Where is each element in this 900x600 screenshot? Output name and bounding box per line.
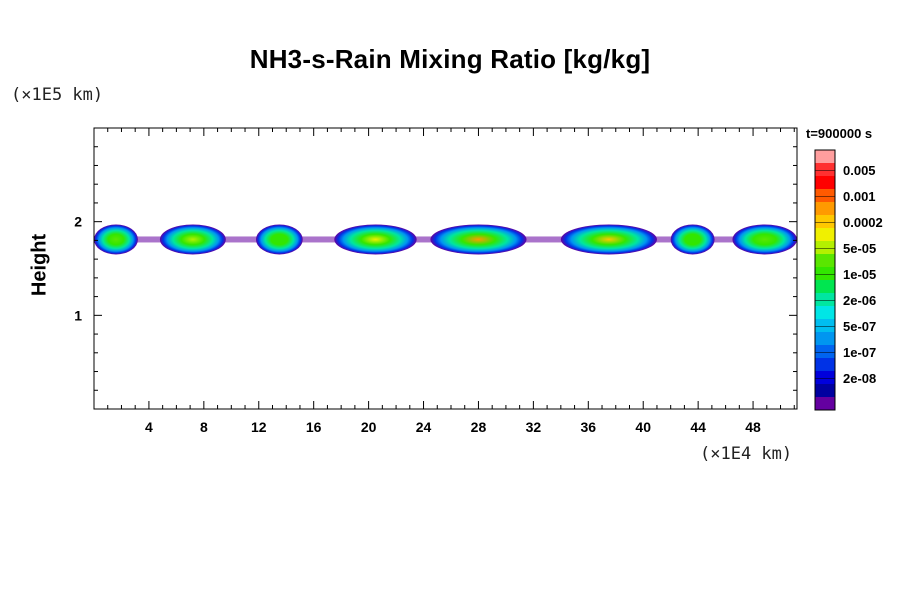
colorbar-swatch bbox=[815, 280, 835, 294]
x-tick-label: 32 bbox=[526, 419, 542, 435]
colorbar-swatch bbox=[815, 254, 835, 268]
colorbar-swatch bbox=[815, 371, 835, 385]
colorbar-swatch bbox=[815, 306, 835, 320]
y-tick-label: 2 bbox=[74, 214, 82, 230]
colorbar-swatch bbox=[815, 215, 835, 229]
cloud-cell bbox=[94, 224, 138, 255]
colorbar-label: 0.001 bbox=[843, 188, 876, 204]
colorbar-label: 5e-07 bbox=[843, 318, 877, 334]
x-tick-label: 48 bbox=[745, 419, 761, 435]
x-tick-label: 8 bbox=[200, 419, 208, 435]
colorbar-swatch bbox=[815, 293, 835, 307]
x-tick-label: 20 bbox=[361, 419, 377, 435]
x-tick-label: 28 bbox=[471, 419, 487, 435]
colorbar-swatch bbox=[815, 332, 835, 346]
colorbar-swatch bbox=[815, 384, 835, 398]
cloud-cell bbox=[159, 224, 226, 255]
colorbar-swatch bbox=[815, 150, 835, 164]
y-tick-label: 1 bbox=[74, 307, 82, 323]
cloud-cell bbox=[732, 224, 797, 255]
x-tick-label: 24 bbox=[416, 419, 432, 435]
x-tick-label: 12 bbox=[251, 419, 267, 435]
colorbar-label: 0.005 bbox=[843, 162, 876, 178]
colorbar-label: 1e-05 bbox=[843, 266, 877, 282]
colorbar-label: 0.0002 bbox=[843, 214, 883, 230]
colorbar-swatch bbox=[815, 202, 835, 216]
x-tick-label: 40 bbox=[635, 419, 651, 435]
y-axis-unit: (×1E5 km) bbox=[11, 85, 104, 105]
x-tick-label: 4 bbox=[145, 419, 153, 435]
colorbar-label: 2e-06 bbox=[843, 292, 877, 308]
colorbar-swatch bbox=[815, 345, 835, 359]
colorbar-swatch bbox=[815, 228, 835, 242]
colorbar-label: 2e-08 bbox=[843, 370, 877, 386]
colorbar-swatch bbox=[815, 358, 835, 372]
cloud-cell bbox=[560, 224, 657, 255]
x-tick-label: 16 bbox=[306, 419, 322, 435]
colorbar-swatch bbox=[815, 176, 835, 190]
cloud-cell bbox=[256, 224, 303, 255]
colorbar-swatch bbox=[815, 163, 835, 177]
cloud-cell bbox=[430, 224, 527, 255]
colorbar-swatch bbox=[815, 189, 835, 203]
colorbar-frame bbox=[814, 149, 836, 411]
colorbar-swatch bbox=[815, 319, 835, 333]
x-axis-unit: (×1E4 km) bbox=[700, 444, 793, 464]
colorbar-label: 1e-07 bbox=[843, 344, 877, 360]
cloud-cell bbox=[334, 224, 417, 255]
colorbar-swatch bbox=[815, 397, 835, 411]
colorbar-swatch bbox=[815, 267, 835, 281]
x-tick-label: 36 bbox=[581, 419, 597, 435]
chart-title: NH3-s-Rain Mixing Ratio [kg/kg] bbox=[249, 44, 651, 74]
time-label: t=900000 s bbox=[806, 126, 873, 141]
colorbar-label: 5e-05 bbox=[843, 240, 877, 256]
cloud-cell bbox=[670, 224, 715, 255]
colorbar-swatch bbox=[815, 241, 835, 255]
x-tick-label: 44 bbox=[690, 419, 706, 435]
plot-frame bbox=[93, 127, 798, 410]
